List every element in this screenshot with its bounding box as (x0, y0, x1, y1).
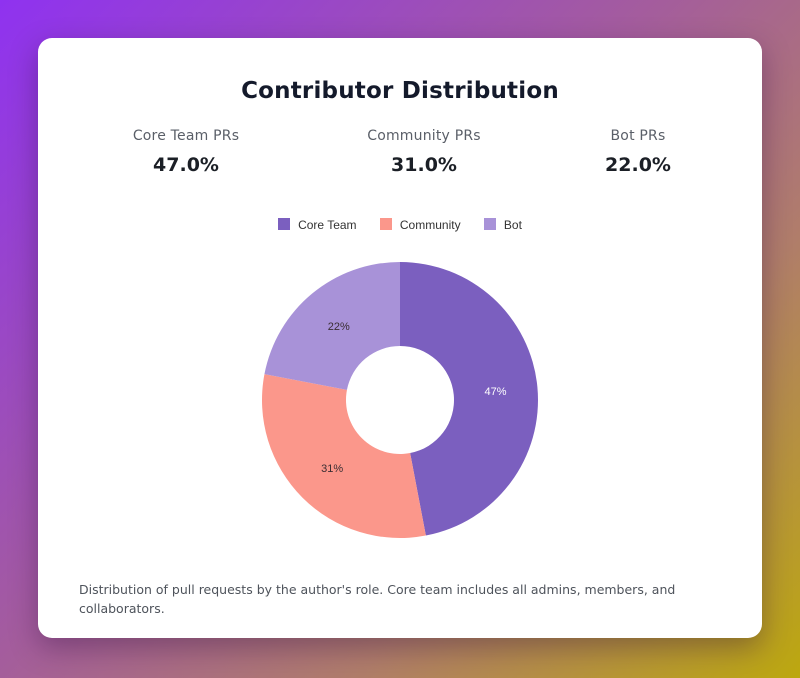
stat-community: Community PRs 31.0% (304, 128, 544, 176)
donut-chart: 47% 31% 22% (262, 262, 538, 538)
slice-bot[interactable] (264, 262, 400, 390)
chart-title: Contributor Distribution (241, 78, 559, 104)
stat-value: 47.0% (153, 154, 219, 176)
chart-footnote: Distribution of pull requests by the aut… (79, 582, 676, 616)
legend-label: Core Team (298, 218, 357, 232)
chart-card: Contributor Distribution Core Team PRs 4… (38, 38, 762, 638)
legend-label: Bot (503, 218, 522, 232)
legend-item-bot[interactable]: Bot (483, 218, 522, 232)
slice-value-label: 47% (485, 386, 507, 398)
slice-core-team[interactable] (400, 262, 538, 536)
stat-value: 22.0% (605, 154, 671, 176)
legend-swatch (278, 218, 291, 230)
stat-core-team: Core Team PRs 47.0% (66, 128, 306, 176)
slice-value-label: 22% (328, 321, 350, 333)
legend-label: Community (399, 218, 461, 232)
legend-item-core-team[interactable]: Core Team (278, 218, 357, 232)
stat-label: Core Team PRs (132, 128, 240, 144)
legend-swatch (483, 218, 496, 230)
legend-swatch (379, 218, 392, 230)
stat-label: Bot PRs (610, 128, 666, 144)
slice-community[interactable] (262, 374, 426, 538)
stat-value: 31.0% (391, 154, 457, 176)
stat-label: Community PRs (367, 128, 481, 144)
slice-value-label: 31% (321, 463, 343, 475)
stat-bot: Bot PRs 22.0% (518, 128, 758, 176)
chart-legend: Core Team Community Bot (38, 218, 762, 232)
legend-item-community[interactable]: Community (379, 218, 461, 232)
